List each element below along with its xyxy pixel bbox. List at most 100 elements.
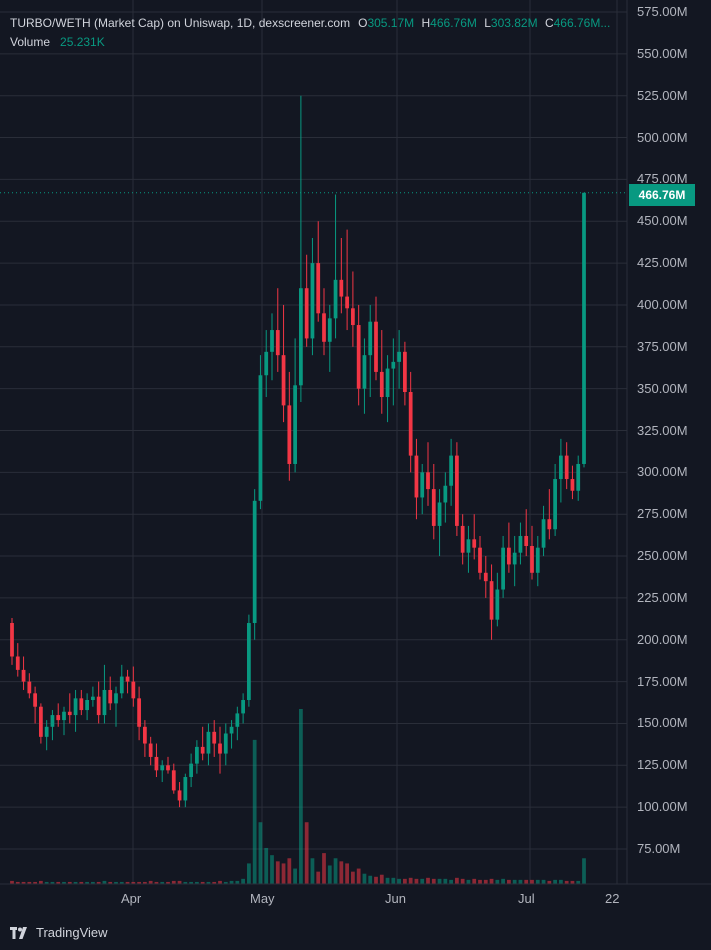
volume-bar (275, 861, 280, 884)
candle (518, 522, 523, 565)
candle-body (449, 455, 453, 486)
candle-body (218, 743, 222, 754)
candle (85, 693, 89, 721)
candle (62, 706, 66, 736)
candle (466, 525, 471, 573)
candle-body (472, 539, 477, 548)
candle-body (455, 455, 459, 526)
candle-body (547, 519, 552, 530)
candle-body (460, 525, 465, 553)
candle-body (229, 726, 234, 734)
volume-bar (241, 878, 245, 884)
volume-bar (183, 881, 188, 884)
volume-bar (143, 881, 147, 884)
volume-value: 25.231K (60, 35, 105, 49)
volume-bar (137, 881, 141, 884)
candle (108, 676, 113, 711)
open-label: O (358, 16, 368, 30)
candle-body (223, 733, 228, 754)
candle (472, 514, 477, 560)
volume-bar (420, 878, 425, 884)
candle-body (483, 572, 488, 582)
candle (137, 686, 141, 741)
volume-bar (333, 858, 338, 884)
volume-bar (247, 863, 251, 884)
candle (553, 463, 557, 536)
price-axis-tick-label: 325.00M (637, 422, 688, 438)
candle (200, 726, 205, 761)
candle-body (535, 547, 540, 573)
candle-body (327, 318, 332, 342)
volume-bar (270, 855, 274, 884)
candle-body (264, 351, 269, 376)
candle (154, 743, 159, 778)
candle-body (195, 746, 199, 764)
candle (183, 773, 188, 808)
volume-bar (154, 881, 159, 884)
candle (495, 572, 500, 627)
candle-body (270, 330, 274, 352)
candle (368, 304, 373, 398)
candle-body (258, 375, 263, 501)
candle-body (56, 715, 61, 721)
candle-body (96, 696, 101, 716)
candle (241, 693, 245, 724)
candle (10, 617, 14, 665)
price-axis-tick-label: 375.00M (637, 338, 688, 354)
volume-bar (177, 880, 182, 884)
price-axis-tick-label: 175.00M (637, 673, 688, 689)
candle-body (333, 279, 338, 319)
candle-body (530, 546, 534, 573)
candle-body (368, 321, 373, 356)
candle (420, 463, 425, 515)
candle-body (576, 463, 581, 491)
candle (143, 720, 147, 757)
volume-bar (114, 881, 118, 884)
candle (166, 756, 170, 774)
candle-body (62, 711, 66, 721)
candle (501, 535, 505, 598)
candle-body (316, 263, 321, 314)
volume-bar (44, 881, 49, 884)
candle-body (304, 288, 309, 339)
volume-bar (79, 881, 84, 884)
price-axis-tick-label: 550.00M (637, 45, 688, 61)
candle (27, 673, 32, 699)
price-axis-tick-label: 225.00M (637, 589, 688, 605)
symbol-title[interactable]: TURBO/WETH (Market Cap) on Uniswap, 1D, … (10, 16, 351, 30)
candle (403, 341, 407, 406)
grid (0, 0, 627, 884)
volume-bar (206, 881, 211, 884)
candle (524, 509, 529, 557)
candle-body (189, 763, 193, 778)
candle-body (339, 279, 344, 297)
volume-bar (287, 858, 292, 884)
candle-body (553, 479, 557, 530)
candle-body (356, 325, 361, 389)
volume-bar (200, 881, 205, 884)
volume-bar (73, 881, 78, 884)
price-axis-tick-label: 525.00M (637, 87, 688, 103)
time-axis-tick-label: Jun (385, 891, 406, 906)
candle (327, 304, 332, 372)
volume-bar (229, 880, 234, 884)
tradingview-brand[interactable]: TradingView (10, 925, 108, 940)
candle (91, 686, 95, 707)
candle (293, 338, 297, 473)
candle (229, 720, 234, 749)
candle-body (91, 696, 95, 701)
candle-body (21, 669, 26, 682)
volume-bar (264, 847, 269, 884)
volume-bar (339, 861, 344, 884)
candle-body (79, 698, 84, 711)
volume-bar (351, 871, 355, 884)
tradingview-name: TradingView (36, 925, 108, 940)
candle-body (200, 746, 205, 754)
candle (582, 192, 586, 468)
candle (489, 564, 494, 640)
candle-body (403, 351, 407, 392)
volume-bar (495, 879, 500, 884)
price-axis-tick-label: 350.00M (637, 380, 688, 396)
